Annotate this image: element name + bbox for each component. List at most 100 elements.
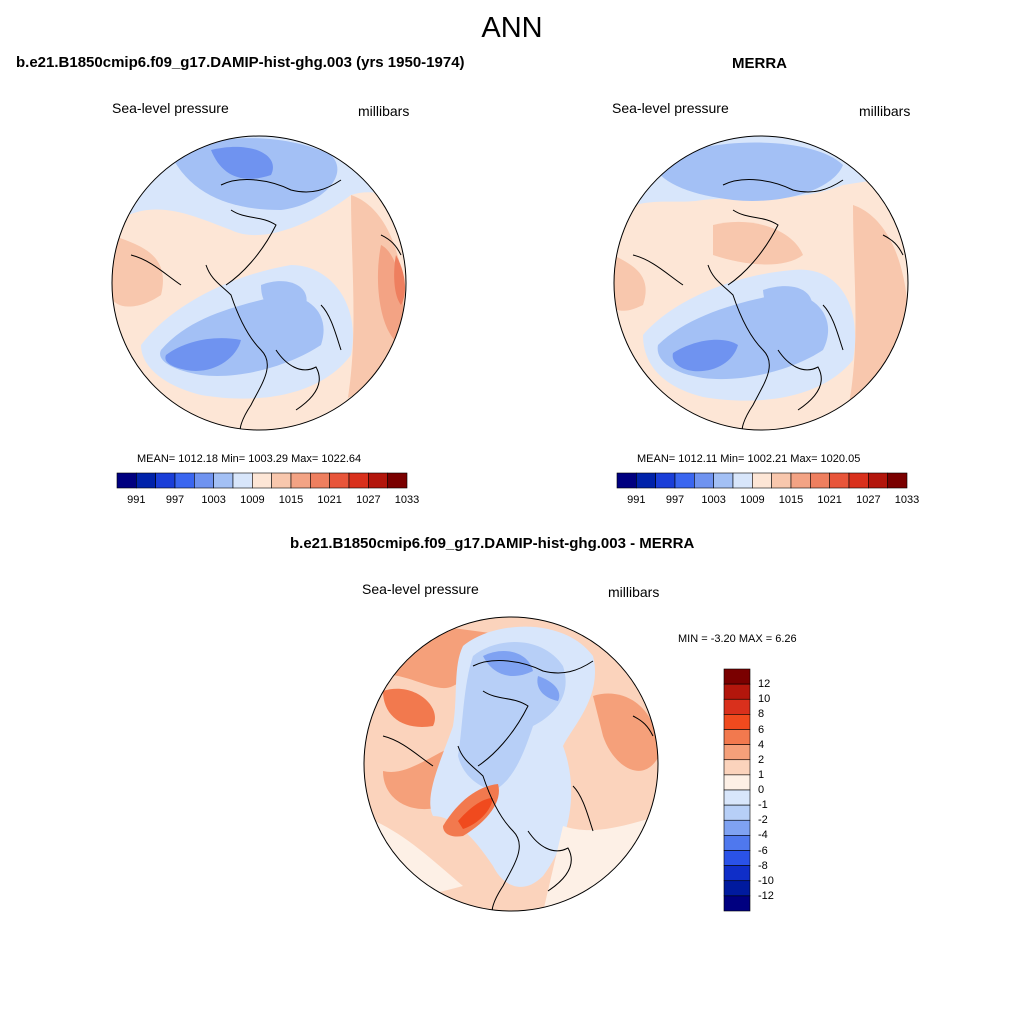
colorbar-tick-label: 2 — [758, 753, 765, 766]
colorbar-swatch — [723, 865, 751, 882]
panel2-polar-map — [613, 135, 909, 431]
colorbar-tick-label: 12 — [758, 678, 771, 691]
colorbar-swatch — [387, 472, 408, 489]
panel3-colorbar-labels: 12 10 8 6 4 2 1 0 -1 -2 -4 -6 -8 -10 -12 — [758, 669, 788, 911]
colorbar-swatch — [829, 472, 850, 489]
colorbar-swatch — [194, 472, 214, 489]
colorbar-swatch — [213, 472, 234, 489]
colorbar-swatch — [368, 472, 388, 489]
colorbar-swatch — [713, 472, 734, 489]
colorbar-swatch — [723, 683, 751, 700]
colorbar-tick-label: 1033 — [394, 494, 420, 506]
panel1-title: b.e21.B1850cmip6.f09_g17.DAMIP-hist-ghg.… — [16, 54, 465, 71]
panel2-variable-label: Sea-level pressure — [612, 100, 729, 116]
colorbar-tick-label: 991 — [627, 494, 646, 506]
colorbar-swatch — [771, 472, 792, 489]
colorbar-tick-label: 4 — [758, 738, 765, 751]
colorbar-tick-label: -10 — [758, 874, 774, 887]
colorbar-tick-label: -2 — [758, 814, 768, 827]
colorbar-swatch — [290, 472, 311, 489]
colorbar-swatch — [732, 472, 753, 489]
colorbar-tick-label: 1015 — [778, 494, 804, 506]
colorbar-swatch — [723, 804, 751, 821]
panel3-variable-label: Sea-level pressure — [362, 581, 479, 597]
colorbar-tick-label: 997 — [665, 494, 685, 506]
panel2-colorbar-labels: 991 997 1003 1009 1015 1021 1027 1033 — [617, 494, 919, 508]
panel1-colorbar — [116, 472, 408, 489]
colorbar-tick-label: -1 — [758, 799, 768, 812]
colorbar-swatch — [636, 472, 656, 489]
colorbar-tick-label: 0 — [758, 784, 765, 796]
colorbar-swatch — [723, 714, 751, 730]
colorbar-swatch — [752, 472, 772, 489]
colorbar-swatch — [271, 472, 292, 489]
colorbar-swatch — [252, 472, 272, 489]
colorbar-tick-label: 1003 — [701, 494, 726, 506]
colorbar-swatch — [723, 668, 751, 685]
panel2-units-label: millibars — [859, 103, 911, 119]
panel2-colorbar — [616, 472, 908, 489]
colorbar-tick-label: 6 — [758, 723, 765, 736]
panel1-stats: MEAN= 1012.18 Min= 1003.29 Max= 1022.64 — [137, 453, 362, 465]
panel1-colorbar-labels: 991 997 1003 1009 1015 1021 1027 1033 — [117, 494, 419, 508]
colorbar-swatch — [310, 472, 330, 489]
colorbar-tick-label: 1027 — [856, 494, 881, 506]
colorbar-swatch — [155, 472, 176, 489]
colorbar-tick-label: 1021 — [817, 494, 842, 506]
panel3-polar-map — [363, 616, 659, 912]
colorbar-swatch — [723, 819, 751, 836]
colorbar-swatch — [232, 472, 253, 489]
panel1-polar-map — [111, 135, 407, 431]
colorbar-tick-label: -6 — [758, 844, 768, 857]
colorbar-swatch — [848, 472, 869, 489]
colorbar-tick-label: 1015 — [278, 494, 304, 506]
colorbar-swatch — [174, 472, 195, 489]
colorbar-swatch — [723, 729, 751, 745]
colorbar-tick-label: 1 — [758, 768, 765, 781]
colorbar-tick-label: -4 — [758, 829, 768, 842]
colorbar-tick-label: -8 — [758, 859, 768, 872]
colorbar-swatch — [655, 472, 676, 489]
panel1-units-label: millibars — [358, 103, 410, 119]
panel3-colorbar — [723, 668, 751, 912]
colorbar-swatch — [348, 472, 369, 489]
colorbar-tick-label: 1009 — [240, 494, 265, 506]
panel2-stats: MEAN= 1012.11 Min= 1002.21 Max= 1020.05 — [637, 453, 861, 465]
colorbar-tick-label: 1009 — [740, 494, 765, 506]
colorbar-swatch — [790, 472, 811, 489]
colorbar-swatch — [723, 744, 751, 761]
colorbar-swatch — [674, 472, 695, 489]
colorbar-swatch — [723, 895, 751, 912]
colorbar-tick-label: 1021 — [317, 494, 342, 506]
colorbar-swatch — [136, 472, 156, 489]
panel3-stats: MIN = -3.20 MAX = 6.26 — [678, 633, 797, 645]
colorbar-swatch — [723, 789, 751, 806]
colorbar-swatch — [116, 472, 137, 489]
colorbar-swatch — [810, 472, 830, 489]
colorbar-swatch — [616, 472, 637, 489]
colorbar-swatch — [329, 472, 350, 489]
figure-title: ANN — [481, 12, 543, 44]
colorbar-swatch — [694, 472, 714, 489]
colorbar-tick-label: -12 — [758, 889, 774, 902]
colorbar-tick-label: 997 — [165, 494, 185, 506]
panel3-units-label: millibars — [608, 584, 660, 600]
colorbar-swatch — [723, 774, 751, 791]
panel2-title: MERRA — [732, 55, 787, 72]
colorbar-tick-label: 991 — [127, 494, 146, 506]
colorbar-swatch — [723, 880, 751, 897]
colorbar-swatch — [887, 472, 908, 489]
colorbar-swatch — [723, 698, 751, 715]
colorbar-tick-label: 1003 — [201, 494, 226, 506]
panel1-variable-label: Sea-level pressure — [112, 100, 229, 116]
panel3-title: b.e21.B1850cmip6.f09_g17.DAMIP-hist-ghg.… — [290, 535, 695, 552]
colorbar-tick-label: 10 — [758, 693, 771, 706]
colorbar-tick-label: 8 — [758, 708, 765, 721]
colorbar-tick-label: 1027 — [356, 494, 381, 506]
colorbar-tick-label: 1033 — [894, 494, 920, 506]
colorbar-swatch — [868, 472, 888, 489]
colorbar-swatch — [723, 835, 751, 851]
colorbar-swatch — [723, 759, 751, 776]
colorbar-swatch — [723, 850, 751, 866]
